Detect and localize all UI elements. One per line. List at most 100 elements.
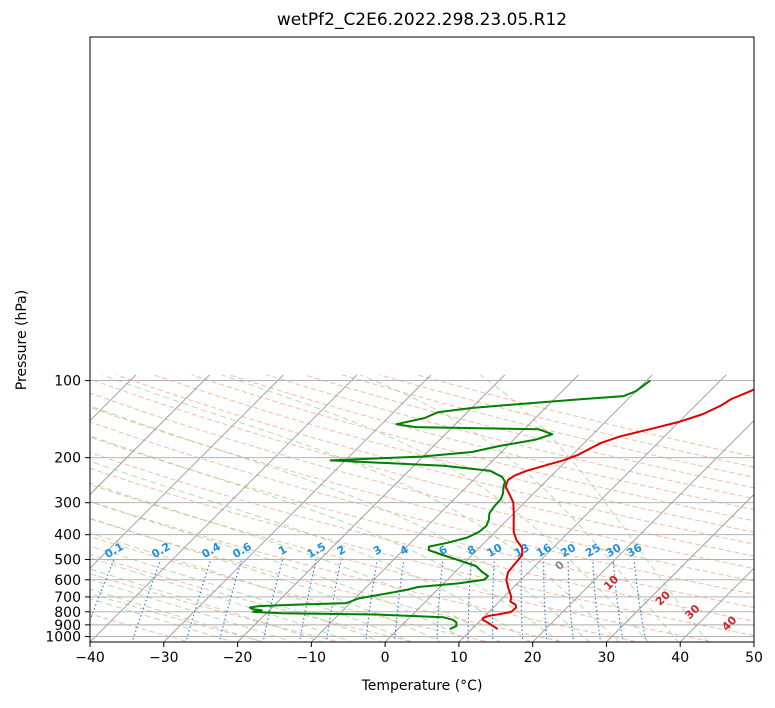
isotherm-line [605, 493, 754, 642]
x-tick-label: 30 [598, 650, 616, 666]
mixing-ratio-line [520, 559, 524, 642]
y-tick-label: 300 [54, 496, 81, 512]
mixing-ratio-label: 20 [558, 541, 578, 560]
mixing-ratio-label: 1 [276, 543, 289, 558]
dry-adiabat-line [90, 613, 191, 642]
mixing-ratio-label: 3 [371, 543, 384, 558]
mixing-ratio-label: 0.1 [102, 540, 125, 561]
mixing-ratio-line [90, 559, 115, 622]
y-tick-label: 700 [54, 590, 81, 606]
x-tick-label: 10 [450, 650, 468, 666]
chart-title: wetPf2_C2E6.2022.298.23.05.R12 [276, 10, 568, 30]
x-axis-ticks: −40 −30 −20 −10 0 10 20 30 40 50 [75, 642, 763, 666]
dry-adiabat-line [90, 378, 754, 557]
dry-adiabat-line [90, 484, 716, 642]
isotherm-line [310, 374, 579, 642]
x-tick-label: −30 [149, 650, 179, 666]
mixing-ratio-line [567, 559, 575, 642]
dry-adiabat-label: -10 [0, 534, 7, 557]
dry-adiabat-line [90, 421, 754, 595]
dry-adiabat-line [90, 406, 754, 582]
y-tick-label: 600 [54, 573, 81, 589]
moist-adiabat-line [221, 374, 650, 642]
x-axis-label: Temperature (°C) [361, 678, 483, 694]
isotherm-line [90, 374, 210, 496]
plot-frame [89, 36, 755, 643]
mixing-ratio-line [467, 559, 473, 642]
temperature-profile [481, 388, 754, 630]
mixing-ratio-line [325, 559, 342, 642]
y-tick-label: 900 [54, 618, 81, 634]
y-tick-label: 200 [54, 451, 81, 467]
dry-adiabat-line [90, 592, 266, 642]
isotherm-line [90, 374, 284, 569]
moist-adiabat-label: 30 [682, 602, 702, 622]
y-tick-label: 100 [54, 374, 81, 390]
dry-adiabat-line [342, 374, 754, 478]
mixing-ratio-lines [90, 559, 647, 642]
x-tick-label: −10 [297, 650, 327, 666]
mixing-ratio-line [592, 559, 602, 642]
mixing-ratio-label: 25 [583, 541, 603, 560]
isobars [90, 380, 754, 638]
dry-adiabat-line [90, 554, 416, 642]
isotherm-line [679, 567, 754, 642]
moist-adiabat-line [360, 374, 679, 642]
moist-adiabat-line [90, 482, 502, 642]
dry-adiabat-line [90, 518, 566, 642]
mixing-ratio-line [543, 559, 548, 642]
moist-adiabat-label: 40 [719, 613, 739, 633]
mixing-ratio-line [131, 559, 162, 642]
mixing-ratio-line [365, 559, 378, 642]
mixing-ratio-line [633, 559, 647, 642]
y-tick-label: 1000 [45, 630, 81, 646]
x-tick-label: 50 [745, 650, 763, 666]
x-tick-label: 40 [671, 650, 689, 666]
mixing-ratio-label: 0.6 [230, 540, 254, 561]
isotherm-line [90, 374, 137, 422]
mixing-ratio-line [436, 559, 444, 642]
mixing-ratio-label: 30 [604, 541, 624, 560]
moist-adiabat-line [90, 405, 591, 642]
dry-adiabat-line [229, 374, 754, 511]
moist-adiabat-line [90, 578, 294, 642]
y-axis-label: Pressure (hPa) [14, 289, 30, 391]
plot-area: -100-90-80-70-60-50-40-30-20-100.10.20.4… [0, 374, 754, 643]
dry-adiabat-line [116, 374, 754, 545]
dry-adiabat-line [191, 374, 754, 522]
dry-adiabat-line [90, 392, 754, 570]
y-tick-label: 800 [54, 605, 81, 621]
x-tick-label: −20 [223, 650, 253, 666]
dewpoint-profile [248, 379, 651, 631]
dry-adiabat-line [90, 573, 341, 642]
mixing-ratio-label: 1.5 [305, 540, 328, 561]
mixing-ratio-line [491, 559, 495, 642]
isotherm-line [532, 420, 754, 642]
isotherm-line [163, 374, 432, 642]
isotherm-line [753, 641, 754, 642]
isotherms [0, 374, 754, 643]
moist-adiabats [90, 374, 709, 642]
mixing-ratio-line [185, 559, 212, 642]
moist-adiabat-label: 0 [552, 558, 567, 573]
isotherm-line [0, 375, 62, 643]
mixing-ratio-label: 10 [485, 541, 505, 560]
moist-adiabat-label: 10 [601, 572, 621, 592]
mixing-ratio-label: 4 [398, 543, 411, 558]
x-tick-label: 20 [524, 650, 542, 666]
profiles [248, 379, 754, 631]
x-tick-label: −40 [75, 650, 105, 666]
moist-adiabat-line [90, 588, 265, 642]
y-tick-label: 400 [54, 528, 81, 544]
mixing-ratio-line [394, 559, 405, 642]
mixing-ratio-line [612, 559, 624, 642]
dry-adiabat-line [90, 451, 754, 622]
mixing-ratio-label: 36 [624, 541, 644, 560]
isotherm-line [384, 374, 653, 642]
isotherm-line [236, 374, 505, 642]
x-tick-label: 0 [381, 650, 390, 666]
y-tick-label: 500 [54, 553, 81, 569]
isotherm-line [458, 374, 727, 642]
isotherm-line [90, 374, 358, 642]
